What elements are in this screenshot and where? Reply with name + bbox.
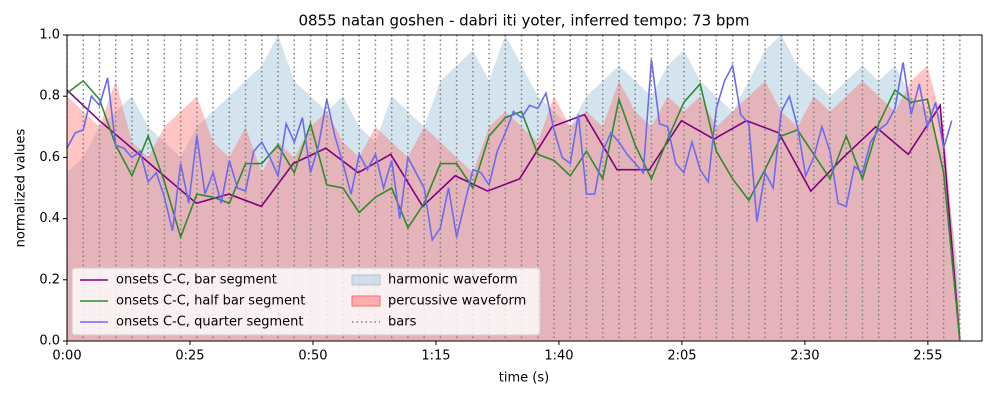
legend-label: bars <box>388 315 417 330</box>
y-tick-label: 1.0 <box>39 28 60 43</box>
series-line <box>67 79 961 341</box>
x-tick-label: 2:05 <box>667 349 696 364</box>
x-tick-label: 1:40 <box>544 349 573 364</box>
y-tick-label: 0.4 <box>39 211 60 226</box>
series-line <box>67 89 961 341</box>
legend-label: onsets C-C, bar segment <box>116 273 277 288</box>
legend-swatch <box>351 295 381 307</box>
x-tick-label: 2:55 <box>913 349 942 364</box>
legend: onsets C-C, bar segment onsets C-C, half … <box>71 267 541 336</box>
x-axis-label: time (s) <box>499 371 549 386</box>
legend-label: onsets C-C, half bar segment <box>116 294 305 309</box>
y-axis-label: normalized values <box>14 128 29 247</box>
y-tick-label: 0.6 <box>39 150 60 165</box>
x-tick-label: 2:30 <box>790 349 819 364</box>
y-tick-label: 0.8 <box>39 89 60 104</box>
legend-box <box>71 267 541 336</box>
y-tick-label: 0.0 <box>39 334 60 349</box>
waveform-area <box>67 35 960 341</box>
legend-label: percussive waveform <box>388 294 526 309</box>
legend-label: onsets C-C, quarter segment <box>116 315 303 330</box>
x-tick-label: 0:25 <box>175 349 204 364</box>
axes-frame <box>66 34 983 342</box>
legend-label: harmonic waveform <box>388 273 518 288</box>
legend-swatch <box>351 274 381 286</box>
x-tick-label: 0:00 <box>52 349 81 364</box>
x-tick-label: 0:50 <box>298 349 327 364</box>
y-tick-label: 0.2 <box>39 272 60 287</box>
chart-title: 0855 natan goshen - dabri iti yoter, inf… <box>298 12 749 30</box>
series-line <box>67 59 953 243</box>
x-tick-label: 1:15 <box>421 349 450 364</box>
